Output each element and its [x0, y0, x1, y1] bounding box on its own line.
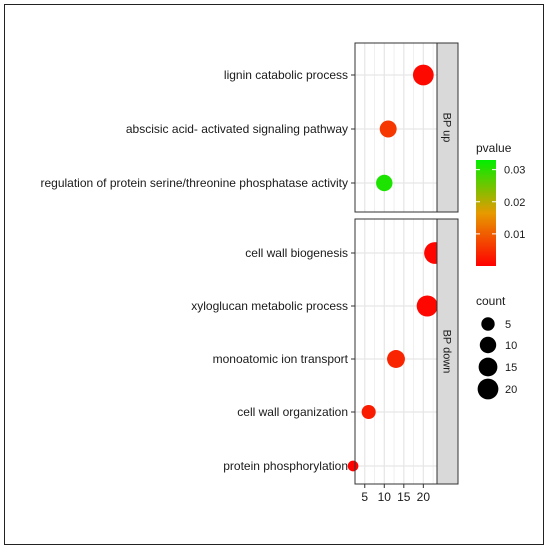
- data-point: [376, 174, 393, 192]
- count-legend-label: 15: [505, 362, 517, 374]
- count-legend-label: 10: [505, 340, 517, 352]
- y-tick-label: cell wall biogenesis: [245, 246, 348, 260]
- pvalue-colorbar: [476, 160, 496, 266]
- y-tick-label: cell wall organization: [237, 405, 348, 419]
- data-point: [412, 64, 434, 86]
- figure-frame: [4, 4, 544, 545]
- count-legend-dot: [481, 317, 495, 331]
- count-legend-dot: [477, 378, 499, 400]
- count-legend-title: count: [476, 294, 506, 308]
- data-point: [361, 404, 376, 420]
- facet-panel: cell wall biogenesis xyloglucan metabolic…: [191, 218, 459, 485]
- facet-strip-label: BP up: [441, 113, 453, 143]
- panels-layer: lignin catabolic process abscisic acid- a…: [40, 42, 459, 485]
- data-point: [347, 460, 359, 472]
- colorbar-tick-label: 0.01: [504, 229, 525, 241]
- data-point: [379, 120, 397, 138]
- y-tick-label: lignin catabolic process: [224, 68, 348, 82]
- facet-strip-label: BP down: [441, 330, 453, 374]
- x-tick-label: 15: [397, 490, 411, 504]
- count-legend-dot: [478, 357, 498, 377]
- facet-panel: lignin catabolic process abscisic acid- a…: [40, 42, 459, 213]
- colorbar-tick-label: 0.02: [504, 197, 525, 209]
- pvalue-legend: pvalue 0.03 0.02 0.01: [476, 141, 525, 266]
- pvalue-legend-title: pvalue: [476, 141, 512, 155]
- facet-strip: [436, 42, 459, 213]
- colorbar-tick-label: 0.03: [504, 165, 525, 177]
- y-tick-label: protein phosphorylation: [223, 459, 348, 473]
- data-point: [416, 295, 438, 317]
- y-tick-label: abscisic acid- activated signaling pathw…: [126, 122, 348, 136]
- x-axis: 5 10 15 20: [361, 484, 430, 504]
- y-tick-label: regulation of protein serine/threonine p…: [40, 176, 348, 190]
- count-legend-label: 20: [505, 384, 517, 396]
- y-tick-label: monoatomic ion transport: [213, 352, 349, 366]
- facet-strip: [436, 218, 459, 485]
- x-tick-label: 10: [378, 490, 392, 504]
- count-legend-dot: [479, 336, 497, 354]
- x-tick-label: 5: [361, 490, 368, 504]
- data-point: [387, 350, 405, 368]
- y-tick-label: xyloglucan metabolic process: [191, 299, 348, 313]
- count-legend-label: 5: [505, 319, 511, 331]
- x-tick-label: 20: [417, 490, 431, 504]
- count-legend: count 5 10 15 20: [476, 294, 517, 400]
